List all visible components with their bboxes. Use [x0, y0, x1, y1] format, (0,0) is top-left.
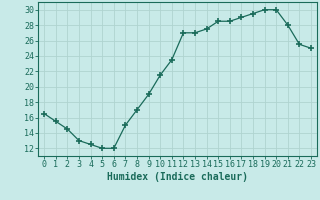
X-axis label: Humidex (Indice chaleur): Humidex (Indice chaleur) — [107, 172, 248, 182]
